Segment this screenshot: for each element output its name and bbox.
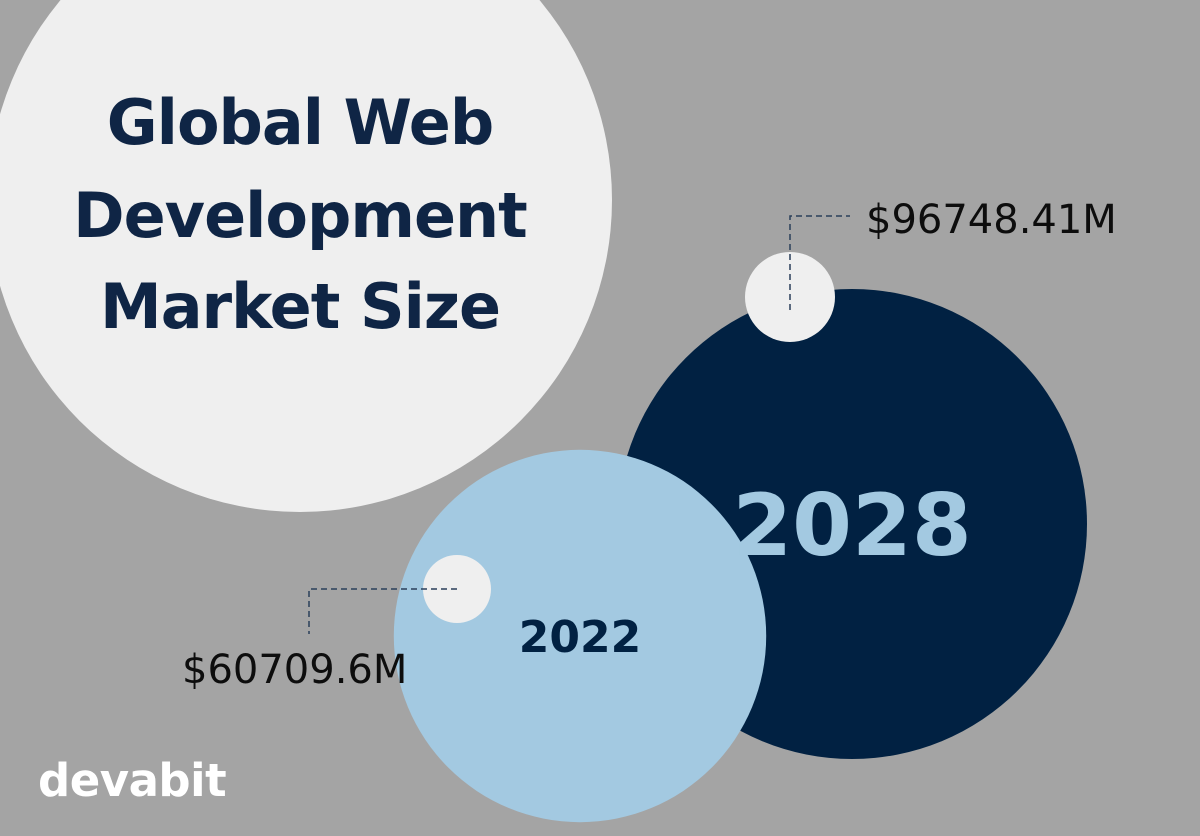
bubble-2022 bbox=[393, 449, 767, 823]
chart-title-line-3: Market Size bbox=[100, 270, 501, 343]
chart-title-line-1: Global Web bbox=[106, 86, 494, 159]
value-label-2022: $60709.6M bbox=[182, 647, 408, 693]
leader-line-2028 bbox=[789, 215, 850, 310]
bubble-label-2028: 2028 bbox=[732, 476, 971, 576]
title-circle bbox=[0, 0, 612, 512]
bubble-label-2022: 2022 bbox=[519, 612, 641, 663]
devabit-logo: devabit bbox=[38, 754, 227, 807]
value-label-2028: $96748.41M bbox=[866, 197, 1117, 243]
chart-title-line-2: Development bbox=[73, 179, 528, 252]
